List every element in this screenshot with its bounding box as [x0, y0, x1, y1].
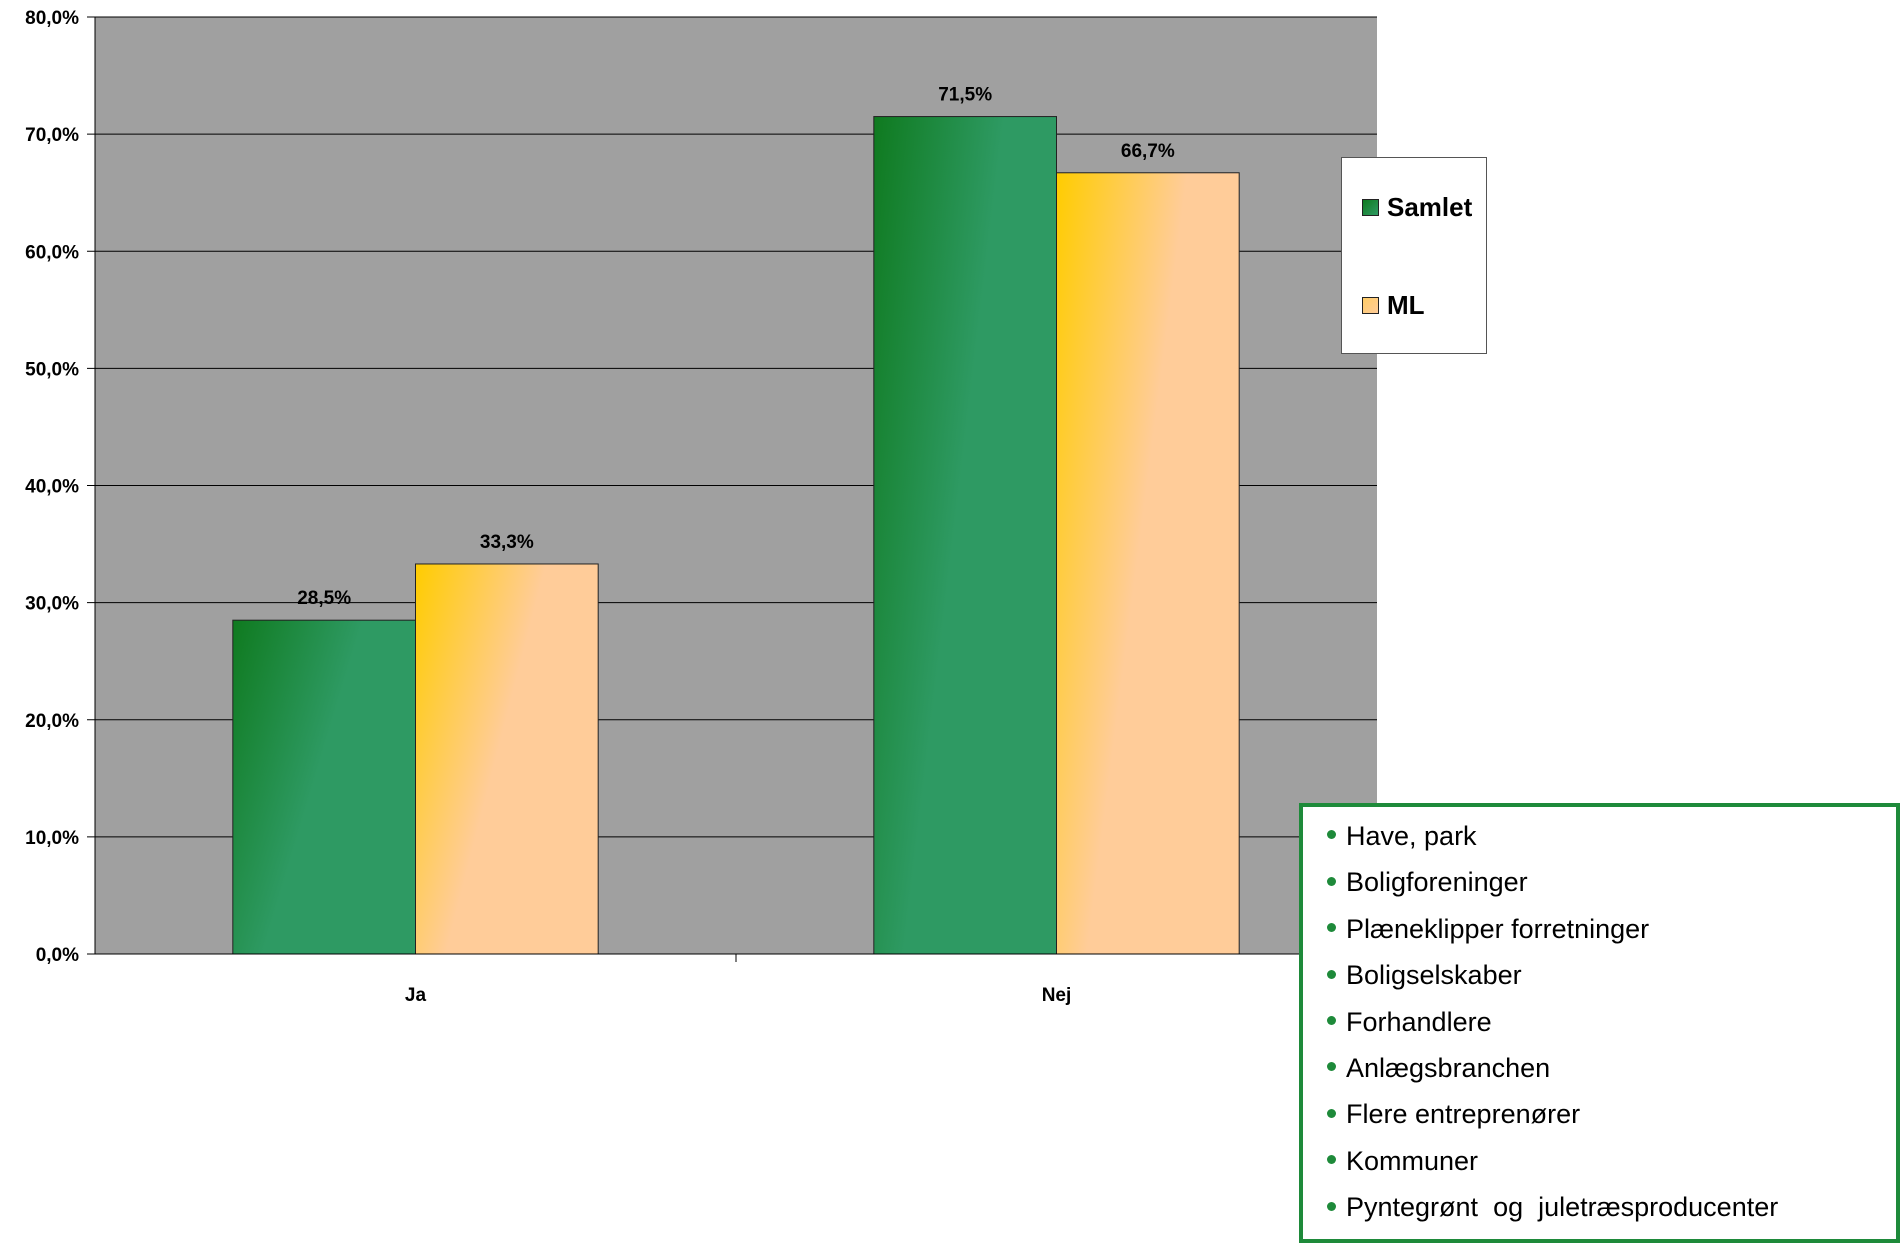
data-label: 66,7% — [1121, 141, 1175, 162]
y-tick-label: 10,0% — [25, 828, 79, 849]
list-item: Anlægsbranchen — [1327, 1045, 1896, 1091]
customer-types-box: Have, park Boligforeninger Plæneklipper … — [1299, 803, 1900, 1243]
bullet-icon — [1327, 923, 1336, 933]
list-item: Boligforeninger — [1327, 859, 1896, 905]
x-tick-label: Nej — [1042, 985, 1072, 1006]
list-item: Flere entreprenører — [1327, 1091, 1896, 1137]
legend-swatch-samlet — [1362, 199, 1379, 216]
y-tick-label: 50,0% — [25, 359, 79, 380]
bullet-icon — [1327, 876, 1336, 886]
legend-entry-ml: ML — [1362, 290, 1425, 321]
list-item: Have, park — [1327, 813, 1896, 859]
list-item: Plæneklipper forretninger — [1327, 906, 1896, 952]
y-tick-label: 0,0% — [36, 945, 79, 966]
bullet-icon — [1327, 1155, 1336, 1165]
y-tick-label: 60,0% — [25, 242, 79, 263]
list-item: Forhandlere — [1327, 999, 1896, 1045]
bullet-icon — [1327, 1015, 1336, 1025]
y-tick-label: 20,0% — [25, 711, 79, 732]
list-item: Pyntegrønt og juletræsproducenter — [1327, 1184, 1896, 1230]
data-label: 71,5% — [938, 85, 992, 106]
bullet-icon — [1327, 1201, 1336, 1211]
bar-ml-ja — [415, 563, 599, 955]
legend-entry-samlet: Samlet — [1362, 192, 1472, 223]
x-tick-label: Ja — [405, 985, 427, 1006]
bars — [232, 116, 1240, 955]
bullet-icon — [1327, 969, 1336, 979]
list-item: Boligselskaber — [1327, 952, 1896, 998]
bar-samlet-ja — [232, 619, 416, 955]
list-item: Kommuner — [1327, 1138, 1896, 1184]
data-label: 28,5% — [297, 588, 351, 609]
axes — [87, 16, 1377, 962]
data-label: 33,3% — [480, 532, 534, 553]
legend-swatch-ml — [1362, 297, 1379, 314]
bullet-icon — [1327, 1108, 1336, 1118]
legend-label-samlet: Samlet — [1387, 192, 1473, 222]
bullet-icon — [1327, 830, 1336, 840]
labels: 0,0% 10,0% 20,0% 30,0% 40,0% 50,0% 60,0% 70,0% 8… — [25, 8, 1175, 1006]
y-tick-label: 40,0% — [25, 477, 79, 498]
bar-samlet-nej — [873, 116, 1057, 955]
bullet-icon — [1327, 1062, 1336, 1072]
y-tick-label: 70,0% — [25, 125, 79, 146]
bar-ml-nej — [1056, 172, 1240, 955]
y-tick-label: 30,0% — [25, 594, 79, 615]
customer-types-list: Have, park Boligforeninger Plæneklipper … — [1303, 807, 1896, 1231]
chart-legend: Samlet ML — [1341, 157, 1487, 354]
legend-label-ml: ML — [1387, 290, 1425, 320]
y-tick-label: 80,0% — [25, 8, 79, 29]
